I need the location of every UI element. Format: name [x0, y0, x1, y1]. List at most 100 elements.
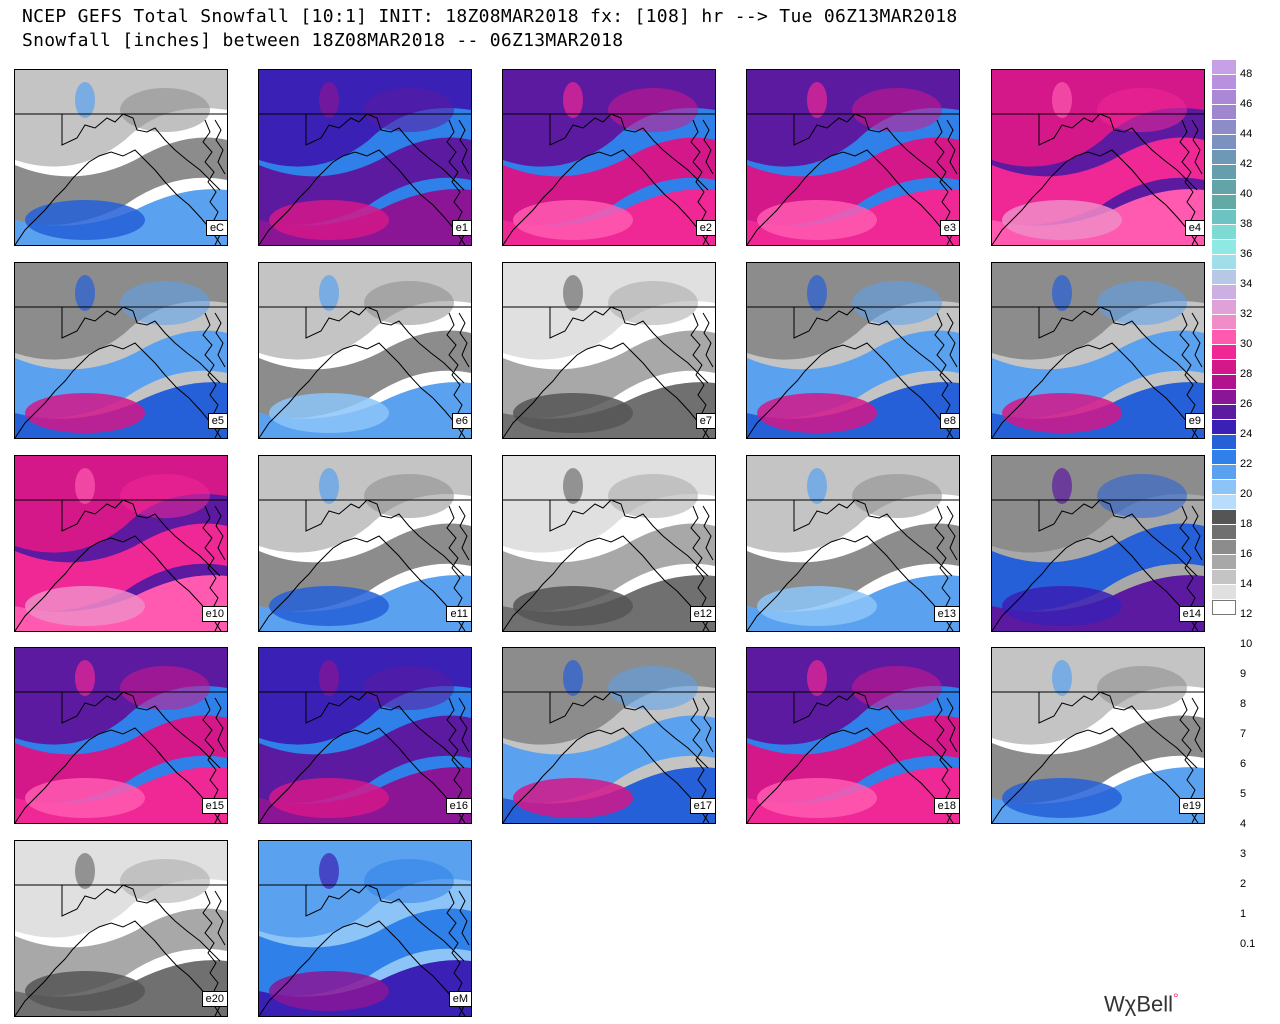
colorbar-swatch — [1212, 60, 1236, 75]
colorbar-tick-label: 20 — [1240, 488, 1253, 500]
colorbar-swatch — [1212, 375, 1236, 390]
snowfall-map — [259, 456, 471, 631]
panel-label: e1 — [451, 220, 471, 236]
colorbar-swatch — [1212, 420, 1236, 435]
colorbar-tick-label: 44 — [1240, 128, 1253, 140]
panel-label: e12 — [689, 606, 715, 622]
snowfall-map — [259, 841, 471, 1016]
panel-label: eC — [205, 220, 227, 236]
snowfall-map — [15, 263, 227, 438]
colorbar-swatch — [1212, 585, 1236, 600]
colorbar-tick-label: 28 — [1240, 368, 1253, 380]
colorbar-swatch — [1212, 360, 1236, 375]
ensemble-panel-e12: e12 — [502, 455, 716, 632]
snowfall-map — [992, 70, 1204, 245]
colorbar-tick-label: 34 — [1240, 278, 1253, 290]
ensemble-panel-e11: e11 — [258, 455, 472, 632]
colorbar-tick-label: 24 — [1240, 428, 1253, 440]
snowfall-map — [747, 648, 959, 823]
colorbar-swatch — [1212, 75, 1236, 90]
colorbar-swatch — [1212, 435, 1236, 450]
snowfall-map — [15, 841, 227, 1016]
colorbar-swatch — [1212, 540, 1236, 555]
colorbar-tick-label: 22 — [1240, 458, 1253, 470]
colorbar-tick-label: 4 — [1240, 818, 1247, 830]
snowfall-map — [259, 263, 471, 438]
ensemble-panel-e19: e19 — [991, 647, 1205, 824]
colorbar-tick-label: 26 — [1240, 398, 1253, 410]
panel-label: e15 — [201, 798, 227, 814]
colorbar-swatch — [1212, 135, 1236, 150]
panel-label: e10 — [201, 606, 227, 622]
panel-label: e19 — [1178, 798, 1204, 814]
panel-label: e11 — [446, 606, 471, 622]
ensemble-panel-e20: e20 — [14, 840, 228, 1017]
colorbar-swatch — [1212, 300, 1236, 315]
panel-label: e6 — [451, 413, 471, 429]
colorbar-swatch — [1212, 210, 1236, 225]
panel-label: e20 — [201, 991, 227, 1007]
colorbar-tick-label: 6 — [1240, 758, 1247, 770]
colorbar-tick-label: 30 — [1240, 338, 1253, 350]
panel-label: e13 — [933, 606, 959, 622]
colorbar-swatch — [1212, 495, 1236, 510]
colorbar-tick-label: 2 — [1240, 878, 1247, 890]
panel-label: e18 — [933, 798, 959, 814]
snowfall-map — [992, 263, 1204, 438]
colorbar-swatch — [1212, 345, 1236, 360]
snowfall-map — [992, 456, 1204, 631]
brand-text: WχBell — [1104, 991, 1173, 1017]
snowfall-map — [747, 70, 959, 245]
colorbar-tick-label: 18 — [1240, 518, 1253, 530]
ensemble-panel-e13: e13 — [746, 455, 960, 632]
ensemble-panel-e7: e7 — [502, 262, 716, 439]
ensemble-panel-e8: e8 — [746, 262, 960, 439]
snowfall-map — [15, 456, 227, 631]
ensemble-panel-e17: e17 — [502, 647, 716, 824]
colorbar-tick-label: 5 — [1240, 788, 1247, 800]
colorbar-tick-label: 40 — [1240, 188, 1253, 200]
colorbar-tick-label: 32 — [1240, 308, 1253, 320]
panel-label: e3 — [939, 220, 959, 236]
colorbar-tick-label: 16 — [1240, 548, 1253, 560]
colorbar-swatch — [1212, 315, 1236, 330]
colorbar-tick-label: 10 — [1240, 638, 1253, 650]
colorbar-tick-label: 9 — [1240, 668, 1247, 680]
snowfall-map — [15, 70, 227, 245]
colorbar-tick-label: 3 — [1240, 848, 1247, 860]
panel-label: e9 — [1184, 413, 1204, 429]
colorbar-tick-label: 48 — [1240, 68, 1253, 80]
panel-label: e17 — [689, 798, 715, 814]
colorbar-swatch — [1212, 525, 1236, 540]
colorbar-swatch — [1212, 225, 1236, 240]
ensemble-panel-e14: e14 — [991, 455, 1205, 632]
colorbar-tick-label: 7 — [1240, 728, 1247, 740]
colorbar-swatch — [1212, 330, 1236, 345]
colorbar-swatch — [1212, 270, 1236, 285]
ensemble-panel-e3: e3 — [746, 69, 960, 246]
snowfall-map — [259, 648, 471, 823]
ensemble-panel-e5: e5 — [14, 262, 228, 439]
colorbar-tick-label: 42 — [1240, 158, 1253, 170]
colorbar-tick-label: 38 — [1240, 218, 1253, 230]
colorbar-tick-label: 36 — [1240, 248, 1253, 260]
snowfall-map — [15, 648, 227, 823]
panel-label: e14 — [1178, 606, 1204, 622]
ensemble-panel-eC: eC — [14, 69, 228, 246]
colorbar-swatch — [1212, 165, 1236, 180]
snowfall-map — [503, 648, 715, 823]
colorbar-swatch — [1212, 465, 1236, 480]
ensemble-panel-e15: e15 — [14, 647, 228, 824]
chart-subtitle: Snowfall [inches] between 18Z08MAR2018 -… — [22, 30, 624, 51]
colorbar-swatch — [1212, 180, 1236, 195]
ensemble-panel-e18: e18 — [746, 647, 960, 824]
ensemble-panel-e1: e1 — [258, 69, 472, 246]
panel-label: e4 — [1184, 220, 1204, 236]
colorbar-tick-label: 14 — [1240, 578, 1253, 590]
colorbar-tick-label: 12 — [1240, 608, 1253, 620]
panel-label: e7 — [695, 413, 715, 429]
ensemble-panel-e6: e6 — [258, 262, 472, 439]
colorbar-tick-label: 0.1 — [1240, 938, 1256, 950]
colorbar-swatch — [1212, 120, 1236, 135]
panel-label: e5 — [207, 413, 227, 429]
